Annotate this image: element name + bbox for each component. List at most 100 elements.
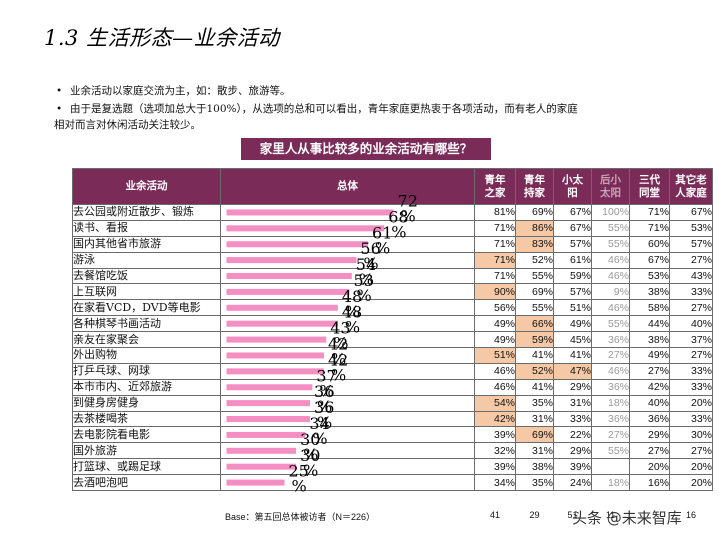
bar-value-percent: %	[345, 318, 360, 337]
activity-label: 去餐馆吃饭	[72, 267, 221, 285]
table-row: 游泳 71% 52% 61% 46% 67% 27%	[72, 251, 713, 269]
table-row: 国外旅游 32% 31% 29% 55% 27% 27%	[72, 442, 713, 460]
bar	[226, 304, 338, 311]
bar-value-label: 61	[372, 223, 392, 242]
base-note: Base：第五回总体被访者（N＝226）	[225, 512, 376, 522]
table-row: 各种棋琴书画活动 49% 66% 49% 55% 44% 40%	[72, 315, 713, 333]
header-group-1-text: 青年之家	[484, 173, 506, 199]
bar	[226, 384, 313, 391]
bar	[226, 241, 369, 248]
bar-value-label: 36	[314, 398, 334, 417]
activity-label: 去酒吧泡吧	[72, 474, 221, 492]
group-value-2: 86%	[515, 219, 554, 237]
group-value-1: 39%	[474, 426, 516, 444]
group-value-6: 33%	[669, 283, 713, 301]
group-value-1: 42%	[474, 410, 516, 428]
header-group-2-text: 青年持家	[524, 173, 545, 199]
base-count: 51	[567, 510, 578, 520]
header-group-3: 小太阳	[553, 168, 592, 205]
bar-value-percent: %	[391, 222, 406, 241]
header-group-3-text: 小太阳	[562, 173, 583, 199]
activity-label: 在家看VCD，DVD等电影	[72, 299, 221, 317]
group-value-4: 55%	[591, 315, 630, 333]
base-count: 29	[529, 510, 540, 520]
group-value-2: 66%	[515, 315, 554, 333]
table-header-row: 业余活动 总体 青年之家 青年持家 小太阳 后小太阳 三代同堂 其它老人家庭	[72, 168, 713, 205]
group-value-3: 59%	[553, 267, 592, 285]
group-value-5: 42%	[629, 378, 670, 396]
base-count: 16	[685, 510, 696, 520]
header-total: 总体	[220, 168, 475, 205]
group-value-4: 36%	[591, 331, 630, 349]
table-row: 国内其他省市旅游 71% 83% 57% 55% 60% 57%	[72, 235, 713, 253]
group-value-3: 24%	[553, 474, 592, 492]
bar	[226, 368, 324, 375]
activity-label: 外出购物	[72, 347, 221, 364]
header-group-1: 青年之家	[474, 168, 516, 205]
base-count: 11	[605, 510, 616, 520]
group-value-6: 20%	[669, 474, 713, 492]
activity-label: 国外旅游	[72, 442, 221, 460]
bar-value-label: 30	[300, 446, 320, 465]
bar-value-percent: %	[312, 429, 327, 448]
bar	[226, 273, 352, 280]
group-value-1: 90%	[474, 283, 516, 301]
bar-value-label: 43	[330, 319, 350, 338]
bar-value-percent: %	[303, 461, 318, 480]
table-row: 到健身房健身 54% 35% 31% 18% 40% 20%	[72, 394, 713, 412]
watermark: 头条 @未来智库	[572, 509, 682, 527]
question-banner: 家里人从事比较多的业余活动有哪些？	[241, 138, 491, 160]
header-group-4: 后小太阳	[591, 168, 630, 205]
group-value-1: 51%	[474, 347, 516, 364]
bar-value-percent: %	[333, 334, 348, 353]
bullet-2-continued: 相对而言对休闲活动关注较少。	[54, 119, 201, 131]
bar	[226, 431, 306, 438]
group-value-4: 18%	[591, 474, 630, 492]
bar-value-label: 54	[356, 255, 376, 274]
page-title: 1.3 生活形态—业余活动	[44, 26, 280, 50]
group-value-1: 54%	[474, 394, 516, 412]
bar-value-percent: %	[363, 254, 378, 273]
bar-value-percent: %	[317, 397, 332, 416]
table-row: 外出购物 51% 41% 41% 27% 49% 27%	[72, 347, 713, 364]
group-value-1: 81%	[474, 204, 516, 221]
bar-value-label: 37	[316, 366, 336, 385]
group-value-5: 67%	[629, 251, 670, 269]
group-value-2: 35%	[515, 474, 554, 492]
table-row: 去酒吧泡吧 34% 35% 24% 18% 16% 20%	[72, 474, 713, 492]
bar-value-percent: %	[345, 302, 360, 321]
bar-value-label: 48	[342, 303, 362, 322]
bar-value-percent: %	[317, 413, 332, 432]
bullet-notes: 业余活动以家庭交流为主，如：散步、旅游等。 由于是复选题（选项加总大于100%）…	[54, 83, 656, 133]
header-group-4-text: 后小太阳	[600, 173, 621, 199]
group-value-2: 83%	[515, 235, 554, 253]
bar-value-percent: %	[292, 477, 307, 496]
group-value-3: 47%	[553, 362, 592, 380]
group-value-6: 67%	[669, 204, 713, 221]
bar	[226, 288, 350, 295]
header-group-5: 三代同堂	[629, 168, 670, 205]
bar-value-percent: %	[331, 350, 346, 369]
group-value-3: 61%	[553, 251, 592, 269]
bar	[226, 416, 311, 423]
bar-value-percent: %	[319, 381, 334, 400]
bar-value-percent: %	[356, 286, 371, 305]
group-value-5: 58%	[629, 299, 670, 317]
activity-label: 国内其他省市旅游	[72, 235, 221, 253]
bar-value-label: 53	[353, 271, 373, 290]
group-value-3: 57%	[553, 235, 592, 253]
bar-value-label: 42	[328, 350, 348, 369]
bullet-1: 业余活动以家庭交流为主，如：散步、旅游等。	[56, 83, 656, 99]
group-value-6: 57%	[669, 235, 713, 253]
activity-table: 业余活动 总体 青年之家 青年持家 小太阳 后小太阳 三代同堂 其它老人家庭 去…	[72, 168, 713, 492]
group-value-6: 37%	[669, 331, 713, 349]
bar-value-label: 25	[289, 462, 309, 481]
table-row: 去茶楼喝茶 42% 31% 33% 36% 36% 33%	[72, 410, 713, 428]
bar	[226, 209, 394, 216]
header-group-2: 青年持家	[515, 168, 554, 205]
bar	[226, 400, 311, 407]
header-group-5-text: 三代同堂	[639, 173, 660, 199]
bar	[226, 336, 327, 343]
bar	[226, 257, 357, 264]
bar-value-label: 36	[314, 382, 334, 401]
